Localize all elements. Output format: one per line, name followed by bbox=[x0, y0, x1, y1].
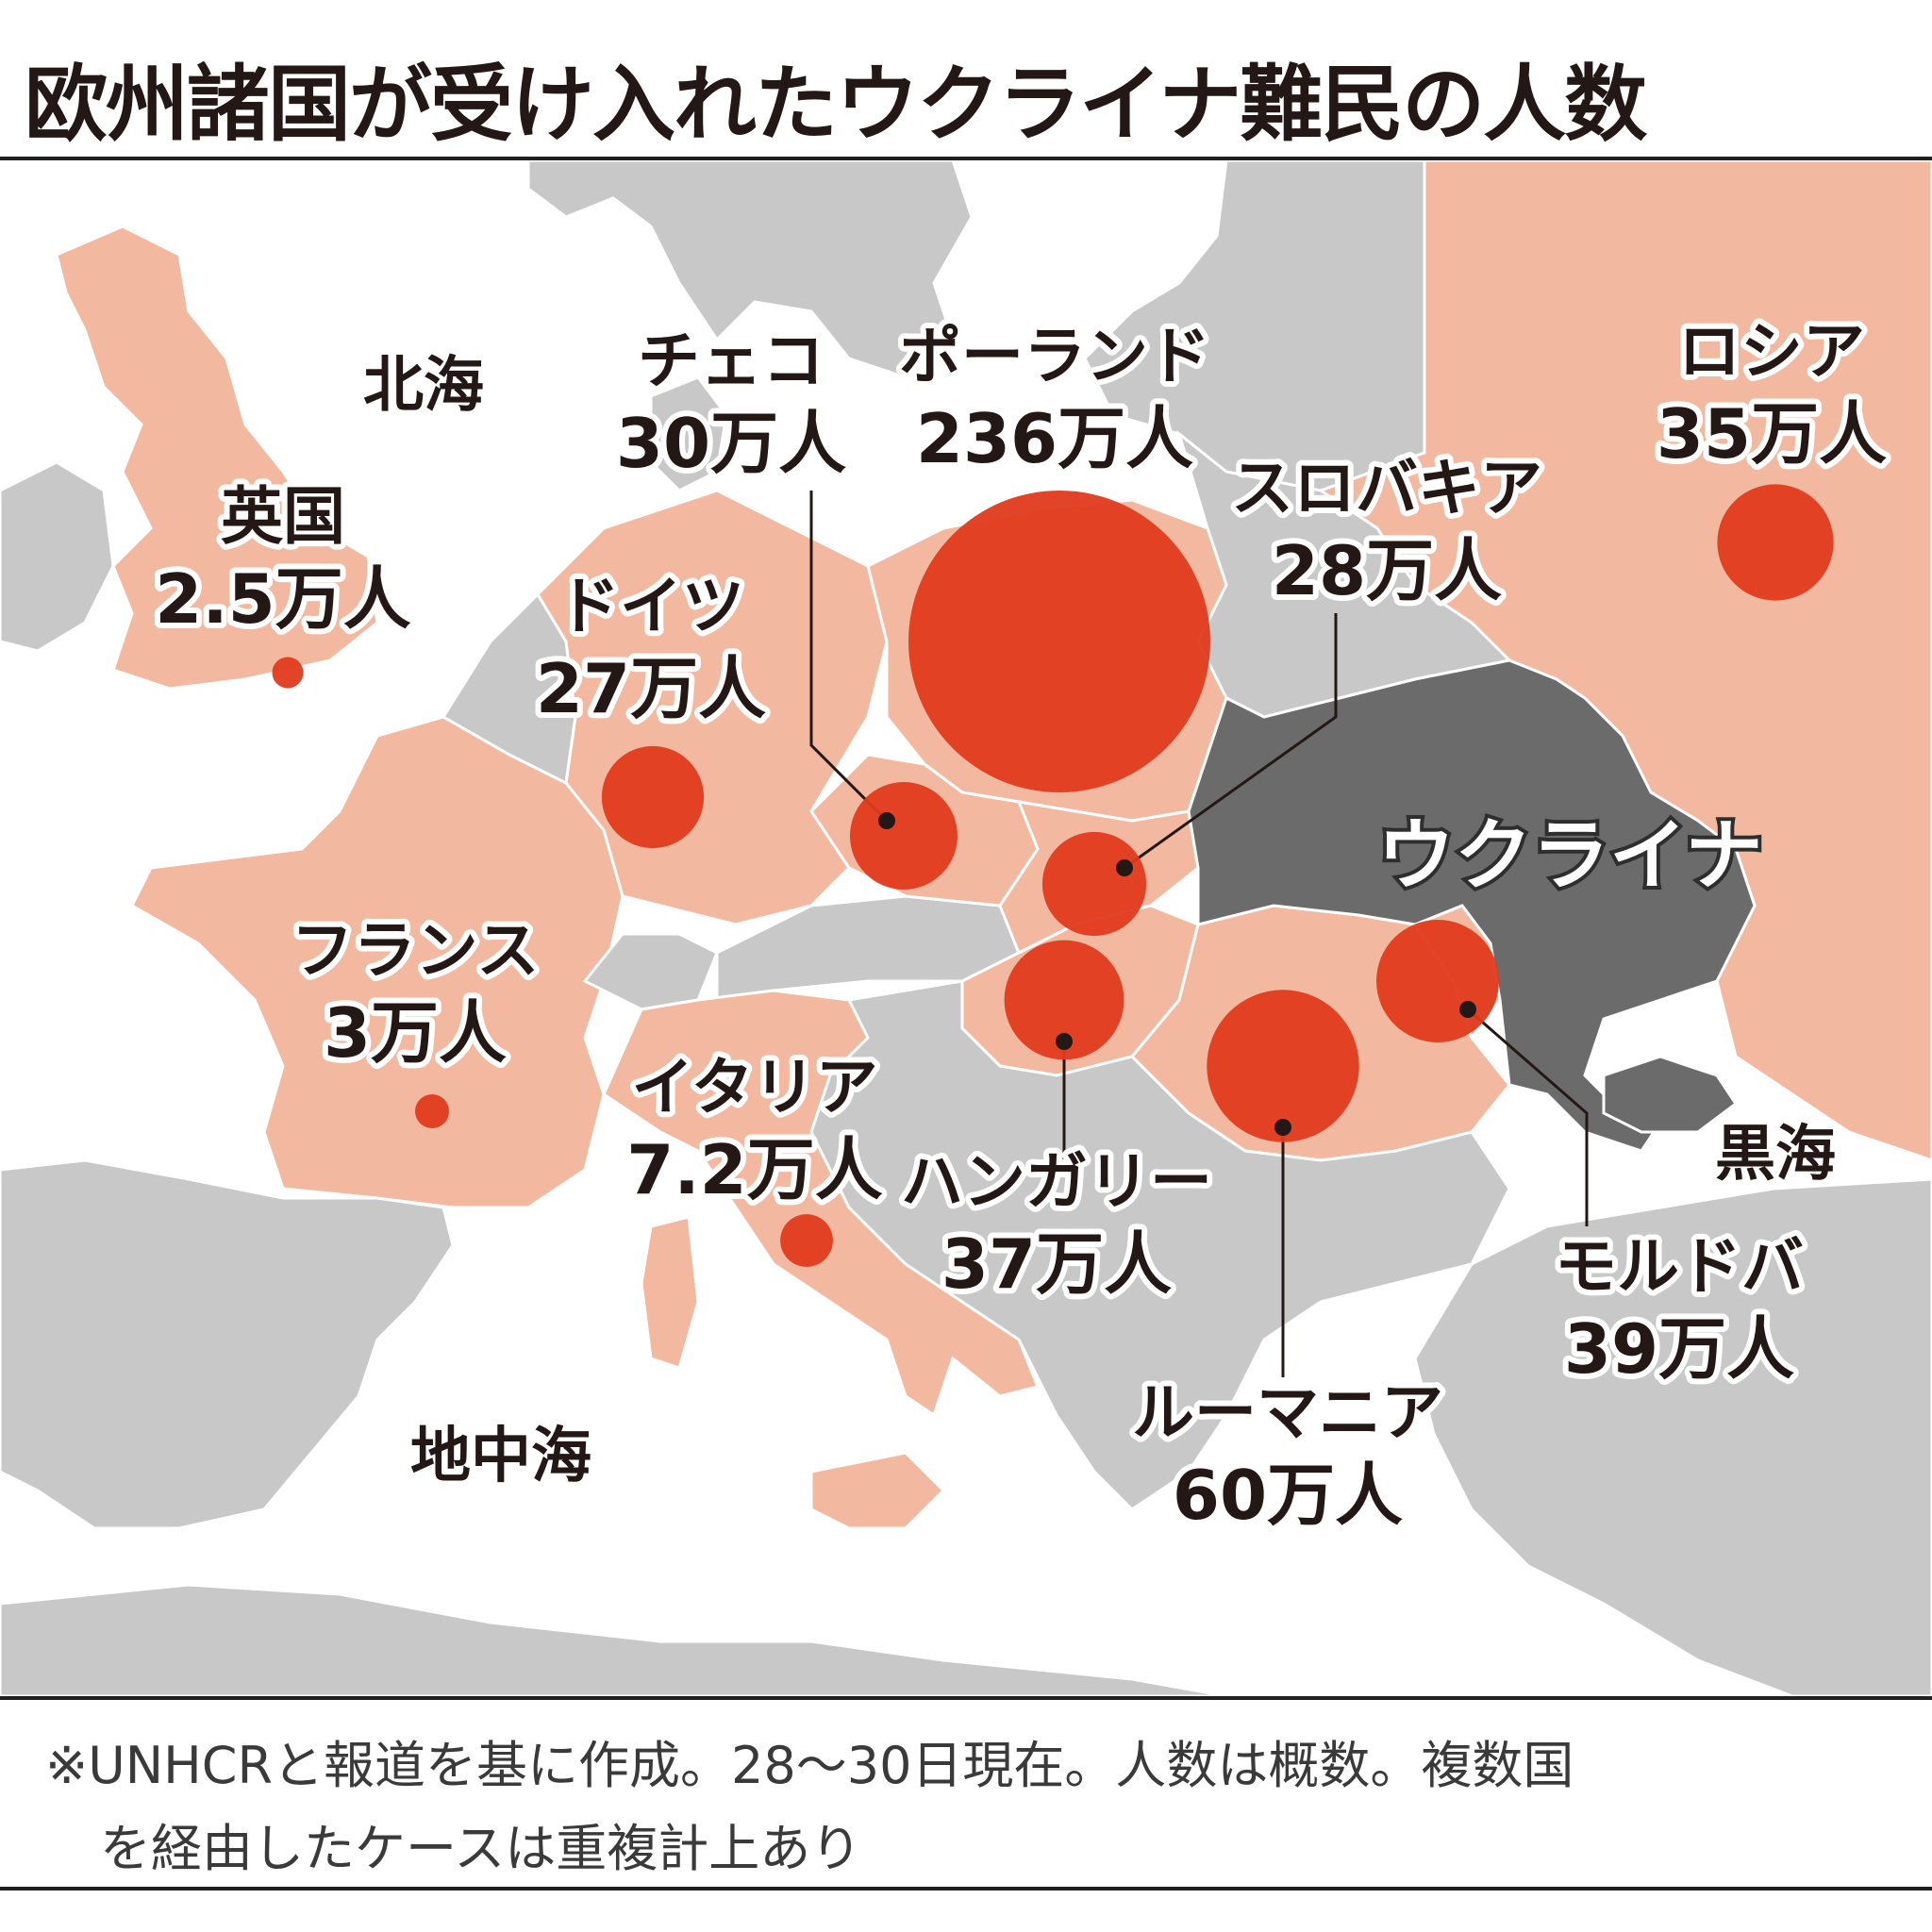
land-italy bbox=[602, 989, 1041, 1418]
sea-label-black-sea: 黒海 bbox=[1715, 1120, 1836, 1190]
bubble-romania bbox=[1207, 990, 1359, 1142]
country-value-france: 3万人 bbox=[324, 993, 507, 1073]
bubble-germany bbox=[601, 745, 705, 849]
land-uk bbox=[55, 225, 379, 691]
country-name-russia: ロシア bbox=[1678, 315, 1865, 388]
country-name-romania: ルーマニア bbox=[1132, 1376, 1443, 1449]
land-ireland bbox=[0, 460, 115, 653]
land-sicily bbox=[809, 1451, 946, 1530]
bubble-poland bbox=[908, 491, 1210, 792]
country-name-moldova: モルドバ bbox=[1555, 1230, 1804, 1303]
country-value-germany: 27万人 bbox=[536, 649, 766, 728]
country-label-romania: ルーマニア 60万人 bbox=[1126, 1371, 1449, 1541]
europe-map: 北海 地中海 黒海 ウクライナ ポーランド 236万人 ルーマニア 60万人 モ… bbox=[0, 160, 1932, 1696]
sea-label-mediterranean: 地中海 bbox=[410, 1422, 591, 1491]
leader-dot-hungary bbox=[1056, 1033, 1073, 1050]
leader-dot-slovakia bbox=[1116, 859, 1133, 876]
country-name-france: フランス bbox=[291, 914, 540, 987]
land-turkey bbox=[1413, 1177, 1932, 1696]
land-denmark bbox=[649, 375, 728, 492]
country-label-slovakia: スロバキア 28万人 bbox=[1225, 446, 1548, 616]
country-label-uk: 英国 2.5万人 bbox=[149, 475, 417, 644]
land-scandinavia bbox=[526, 160, 974, 379]
country-name-italy: イタリア bbox=[631, 1051, 877, 1124]
country-label-germany: ドイツ 27万人 bbox=[530, 564, 772, 734]
sea-label-north-sea: 北海 bbox=[363, 351, 484, 421]
leader-line-slovakia bbox=[1124, 613, 1338, 870]
bubble-moldova bbox=[1376, 920, 1499, 1042]
country-label-poland: ポーランド 236万人 bbox=[893, 314, 1216, 484]
leader-dot-czech bbox=[878, 812, 895, 829]
country-value-moldova: 39万人 bbox=[1564, 1309, 1794, 1389]
country-name-hungary: ハンガリー bbox=[901, 1145, 1212, 1218]
country-value-uk: 2.5万人 bbox=[155, 559, 411, 639]
bubble-hungary bbox=[1004, 940, 1124, 1060]
leader-line-czech bbox=[809, 491, 889, 823]
country-label-czech: チェコ 30万人 bbox=[610, 319, 852, 489]
refugee-bubbles bbox=[272, 484, 1834, 1267]
country-name-czech: チェコ bbox=[638, 325, 824, 397]
footnote-line-2: を経由したケースは重複計上あり bbox=[100, 1819, 862, 1878]
country-label-russia: ロシア 35万人 bbox=[1651, 309, 1892, 479]
land-crimea bbox=[1602, 1055, 1739, 1134]
title-divider bbox=[0, 157, 1932, 160]
land-balkans bbox=[809, 979, 1511, 1511]
country-label-moldova: モルドバ 39万人 bbox=[1549, 1224, 1809, 1394]
bubble-france bbox=[415, 1094, 449, 1128]
country-value-poland: 236万人 bbox=[916, 399, 1193, 478]
country-value-czech: 30万人 bbox=[616, 404, 846, 483]
bubble-russia bbox=[1717, 484, 1834, 601]
leader-line-moldova bbox=[1467, 1008, 1589, 1226]
country-value-italy: 7.2万人 bbox=[626, 1130, 883, 1209]
footnote-line-1: ※UNHCRと報道を基に作成。28～30日現在。人数は概数。複数国 bbox=[45, 1736, 1574, 1795]
footnote-divider bbox=[0, 1696, 1932, 1700]
country-label-france: フランス 3万人 bbox=[286, 908, 545, 1078]
leader-dot-moldova bbox=[1459, 1001, 1476, 1018]
leader-lines bbox=[809, 491, 1589, 1377]
leader-dot-romania bbox=[1274, 1119, 1291, 1136]
country-name-germany: ドイツ bbox=[558, 570, 744, 642]
country-name-poland: ポーランド bbox=[899, 320, 1210, 392]
bubble-uk bbox=[272, 657, 304, 689]
land-sardinia bbox=[640, 1215, 700, 1370]
country-label-italy: イタリア 7.2万人 bbox=[621, 1045, 889, 1215]
bubble-czech bbox=[850, 782, 958, 890]
country-value-romania: 60万人 bbox=[1173, 1456, 1403, 1535]
country-value-russia: 35万人 bbox=[1657, 394, 1887, 474]
country-name-slovakia: スロバキア bbox=[1231, 452, 1542, 525]
ukraine-label: ウクライナ bbox=[1377, 811, 1762, 901]
bottom-divider bbox=[0, 1887, 1932, 1890]
bubble-slovakia bbox=[1041, 831, 1147, 937]
country-name-uk: 英国 bbox=[221, 480, 345, 553]
country-value-hungary: 37万人 bbox=[941, 1224, 1172, 1304]
land-north-africa bbox=[0, 1583, 1227, 1696]
land-iberia bbox=[0, 1158, 455, 1530]
figure-title: 欧州諸国が受け入れたウクライナ難民の人数 bbox=[25, 56, 1647, 153]
country-value-slovakia: 28万人 bbox=[1272, 531, 1502, 610]
bubble-italy bbox=[780, 1214, 833, 1267]
leader-dots bbox=[878, 812, 1476, 1136]
footnote: ※UNHCRと報道を基に作成。28～30日現在。人数は概数。複数国 を経由したケ… bbox=[45, 1724, 1913, 1890]
country-label-hungary: ハンガリー 37万人 bbox=[895, 1140, 1218, 1309]
